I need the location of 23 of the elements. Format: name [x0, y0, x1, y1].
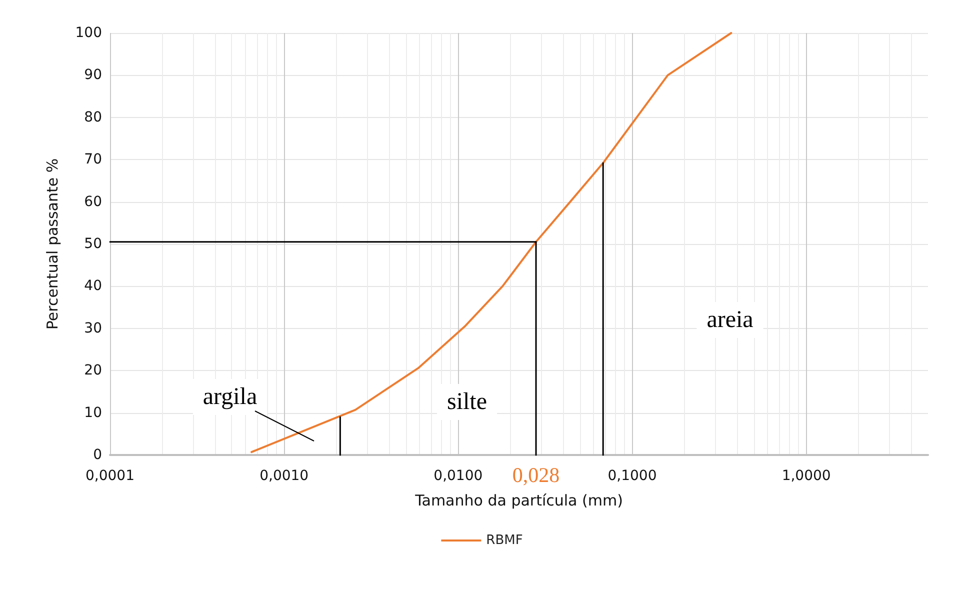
y-tick-label: 80 — [84, 109, 102, 126]
y-tick-label: 0 — [93, 447, 102, 463]
x-tick-label: 1,0000 — [782, 468, 831, 484]
y-tick-label: 50 — [84, 236, 102, 252]
x-axis-title: Tamanho da partícula (mm) — [414, 492, 623, 510]
x-tick-label: 0,0100 — [434, 468, 483, 484]
y-tick-label: 70 — [84, 152, 102, 168]
y-tick-label: 30 — [84, 320, 102, 336]
annotation: silte — [447, 389, 487, 415]
y-tick-label: 20 — [84, 362, 102, 379]
annotation: 0,028 — [512, 463, 560, 487]
x-tick-label: 0,0010 — [260, 468, 309, 484]
y-tick-label: 40 — [84, 278, 102, 294]
annotation: argila — [202, 384, 258, 410]
x-tick-label: 0,1000 — [608, 468, 657, 484]
legend-label: RBMF — [486, 533, 523, 548]
y-axis-title: Percentual passante % — [44, 158, 62, 330]
y-tick-label: 60 — [84, 194, 102, 210]
y-tick-label: 100 — [75, 25, 102, 41]
x-tick-label: 0,0001 — [86, 468, 134, 484]
annotation: areia — [706, 307, 754, 333]
y-tick-label: 10 — [84, 404, 102, 421]
y-tick-label: 90 — [84, 67, 102, 84]
